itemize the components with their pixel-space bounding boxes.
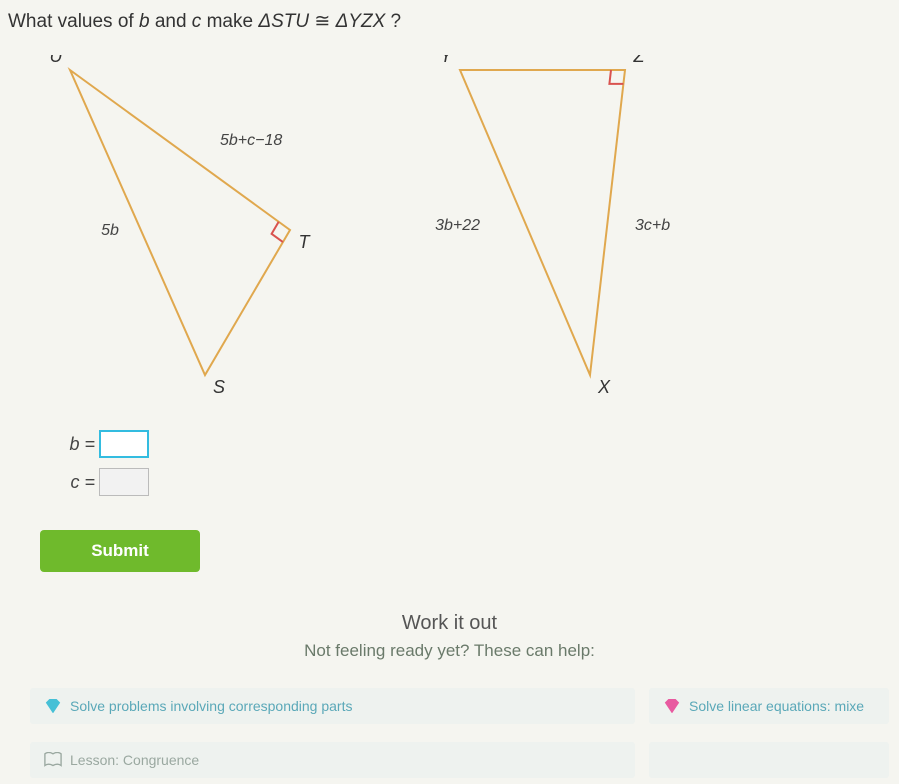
svg-text:Z: Z [633,55,646,66]
q-var-c: c [192,11,202,32]
svg-text:3b+22: 3b+22 [435,217,480,234]
answer-inputs: b = c = [55,430,149,506]
triangles-svg: U T S 5b+c−18 5b Y Z X 3b+22 3c+b [30,55,730,405]
input-b[interactable] [99,430,149,458]
q-mid2: make [207,11,259,32]
svg-text:S: S [213,377,225,397]
help-link-1-text: Solve problems involving corresponding p… [70,698,352,714]
book-icon [44,752,62,768]
q-cong: ≅ [314,11,335,32]
q-mid1: and [155,11,192,32]
question-text: What values of b and c make ΔSTU ≅ ΔYZX … [8,10,401,33]
q-prefix: What values of [8,11,139,32]
lesson-link-text: Lesson: Congruence [70,752,199,768]
q-tri2: ΔYZX [336,11,386,32]
q-suffix: ? [391,11,402,32]
input-c[interactable] [99,468,149,496]
svg-text:3c+b: 3c+b [635,217,670,234]
label-c: c = [55,472,95,493]
svg-text:T: T [299,232,312,252]
figure-area: U T S 5b+c−18 5b Y Z X 3b+22 3c+b [30,55,730,405]
input-row-b: b = [55,430,149,458]
q-var-b: b [139,11,150,32]
work-it-out-title: Work it out [0,612,899,635]
q-tri1: ΔSTU [258,11,309,32]
help-links-row: Solve problems involving corresponding p… [30,688,889,724]
gem-icon [44,699,62,713]
work-it-out-section: Work it out Not feeling ready yet? These… [0,612,899,661]
help-link-2-text: Solve linear equations: mixe [689,698,864,714]
lesson-tile-empty[interactable] [649,742,889,778]
input-row-c: c = [55,468,149,496]
svg-text:Y: Y [440,55,454,66]
svg-text:5b: 5b [101,222,119,239]
gem-icon [663,699,681,713]
lesson-link-congruence[interactable]: Lesson: Congruence [30,742,635,778]
help-link-linear-equations[interactable]: Solve linear equations: mixe [649,688,889,724]
label-b: b = [55,434,95,455]
svg-text:5b+c−18: 5b+c−18 [220,132,282,149]
svg-text:U: U [50,55,64,66]
svg-text:X: X [597,377,611,397]
submit-button[interactable]: Submit [40,530,200,572]
help-link-corresponding-parts[interactable]: Solve problems involving corresponding p… [30,688,635,724]
work-it-out-subtitle: Not feeling ready yet? These can help: [0,641,899,661]
lesson-links-row: Lesson: Congruence [30,742,889,778]
